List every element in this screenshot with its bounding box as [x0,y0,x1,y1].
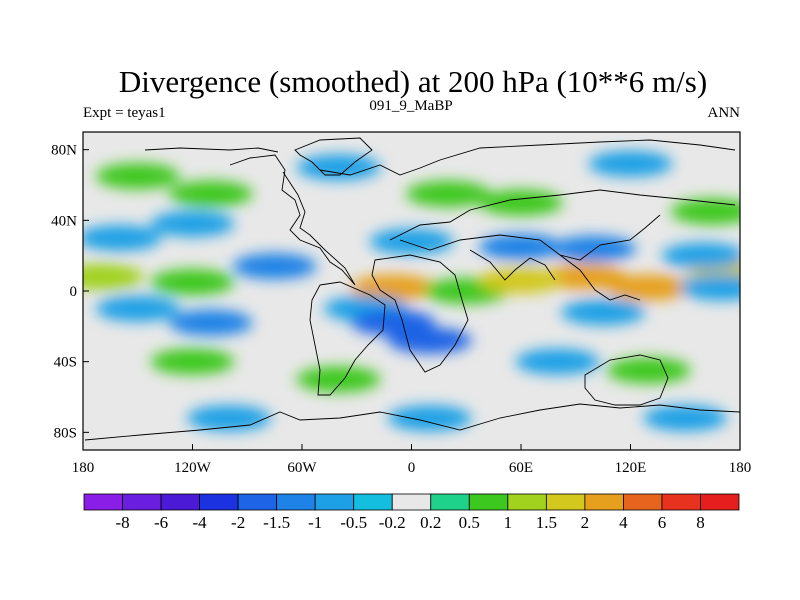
x-tick-label-5: 120E [615,460,647,476]
colorbar-swatch-10 [468,493,509,511]
y-axis: 80N 40N 0 40S 80S [51,143,89,441]
field-region-8 [232,253,317,280]
colorbar-label-3: -2 [231,513,245,532]
colorbar-swatch-13 [584,493,624,511]
y-tick-label-3: 40S [54,355,77,371]
colorbar-label-4: -1.5 [263,513,290,532]
field-region-35 [670,198,740,225]
colorbar-swatch-11 [507,493,547,511]
colorbar-swatch-6 [314,493,355,511]
y-tick-label-0: 80N [51,143,77,159]
field-region-9 [351,274,436,301]
colorbar-swatch-9 [430,493,470,511]
colorbar-label-9: 0.5 [459,513,480,532]
colorbar-label-11: 1.5 [536,513,557,532]
x-tick-label-6: 180 [729,460,752,476]
field-region-7 [150,348,235,375]
field-region-2 [150,269,235,296]
x-tick-label-3: 0 [408,460,416,476]
x-axis: 180 120W 60W 0 60E 120E 180 [72,444,752,476]
period-label: 091_9_MaBP [369,98,452,114]
colorbar-swatch-8 [391,493,432,511]
field-region-16 [479,233,563,260]
y-tick-label-4: 80S [54,425,77,441]
field-region-26 [606,357,691,384]
map-area [83,132,740,450]
colorbar-swatch-1 [122,493,162,511]
field-region-28 [387,405,472,432]
x-tick-label-2: 60W [287,460,317,476]
colorbar-swatch-15 [661,493,701,511]
colorbar-swatch-5 [276,493,316,511]
colorbar-label-2: -4 [193,513,208,532]
field-region-31 [588,150,673,177]
colorbar-swatch-14 [623,493,663,511]
field-region-32 [95,163,180,190]
colorbar-swatch-3 [199,493,239,511]
colorbar-label-12: 2 [581,513,590,532]
x-tick-label-1: 120W [174,460,212,476]
field-region-4 [150,210,235,237]
field-region-21 [479,267,563,294]
field-region-29 [643,405,728,432]
colorbar-swatch-0 [83,493,123,511]
field-region-1 [83,263,144,290]
y-tick-label-2: 0 [70,284,78,300]
colorbar-label-5: -1 [308,513,322,532]
colorbar-label-8: 0.2 [420,513,441,532]
field-region-30 [296,154,381,181]
field-region-23 [679,274,740,301]
colorbar-label-7: -0.2 [379,513,406,532]
colorbar-swatch-4 [237,493,278,511]
season-label: ANN [708,105,741,121]
chart-title: Divergence (smoothed) at 200 hPa (10**6 … [119,64,707,99]
colorbar-label-6: -0.5 [340,513,367,532]
field-region-33 [168,180,253,207]
field-region-34 [479,189,563,216]
field-region-18 [406,180,490,207]
y-tick-label-1: 40N [51,213,77,229]
colorbar-label-14: 6 [658,513,667,532]
colorbar-label-15: 8 [696,513,705,532]
colorbar-label-13: 4 [619,513,628,532]
field-region-14 [296,366,381,393]
colorbar-swatch-2 [160,493,200,511]
colorbar: -8 -6 -4 -2 -1.5 -1 -0.5 -0.2 0.2 0.5 1 1.5 2 4 6 8 [83,493,740,532]
colorbar-label-10: 1 [504,513,513,532]
field-region-24 [561,299,646,326]
field-region-20 [606,274,691,301]
colorbar-swatch-16 [700,493,740,511]
field-region-13 [387,327,472,354]
experiment-label: Expt = teyas1 [83,105,166,121]
colorbar-label-0: -8 [115,513,129,532]
field-region-17 [552,235,636,262]
x-tick-label-4: 60E [509,460,533,476]
field-region-25 [515,348,600,375]
field-region-3 [83,225,162,251]
field-region-5 [95,295,180,322]
colorbar-label-1: -6 [154,513,168,532]
coastline-outlines [84,137,740,441]
field-region-22 [661,242,740,269]
field-region-6 [168,309,253,336]
colorbar-swatch-12 [545,493,586,511]
x-tick-label-0: 180 [72,460,95,476]
colorbar-swatch-7 [353,493,393,511]
field-region-15 [369,228,454,255]
